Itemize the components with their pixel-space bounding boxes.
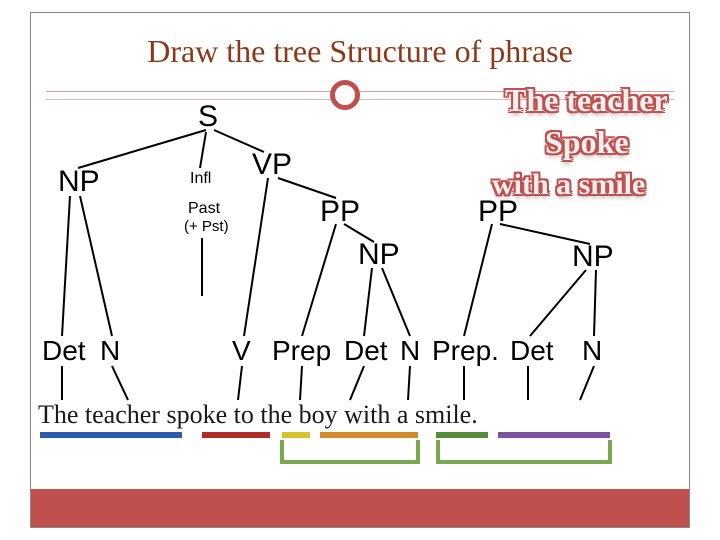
tree-node-NP3: NP [572, 240, 614, 274]
bracket-0 [280, 440, 420, 464]
underline-5 [498, 432, 610, 438]
wordart-line-2: Spoke [545, 124, 629, 161]
bracket-1 [436, 440, 612, 464]
tree-node-Det1: Det [42, 335, 86, 367]
tree-node-Past: Past [188, 200, 220, 218]
wordart-line-1: The teacher [505, 82, 668, 119]
tree-node-Prep1: Prep [272, 335, 331, 367]
underline-0 [40, 432, 182, 438]
circle-marker-icon [330, 80, 360, 110]
tree-node-PP1: PP [320, 195, 360, 229]
tree-node-PP2: PP [478, 195, 518, 229]
tree-node-Det2: Det [344, 335, 388, 367]
tree-node-Prep2: Prep. [432, 335, 499, 367]
underline-2 [282, 432, 310, 438]
footer-bar [31, 489, 689, 527]
tree-node-NP2: NP [358, 238, 400, 272]
tree-node-N3: N [582, 335, 602, 367]
tree-node-Pst: (+ Pst) [184, 218, 229, 235]
tree-node-VP: VP [252, 148, 292, 182]
tree-node-N2: N [400, 335, 420, 367]
sentence-text: The teacher spoke to the boy with a smil… [38, 400, 478, 430]
tree-node-Det3: Det [510, 335, 554, 367]
tree-node-N1: N [100, 335, 120, 367]
slide-title: Draw the tree Structure of phrase [31, 33, 689, 70]
underline-1 [202, 432, 270, 438]
tree-node-Infl: Infl [190, 170, 211, 188]
tree-node-V: V [232, 335, 251, 367]
underline-3 [320, 432, 418, 438]
tree-node-NP1: NP [58, 165, 100, 199]
tree-node-S: S [198, 100, 218, 134]
underline-4 [436, 432, 488, 438]
